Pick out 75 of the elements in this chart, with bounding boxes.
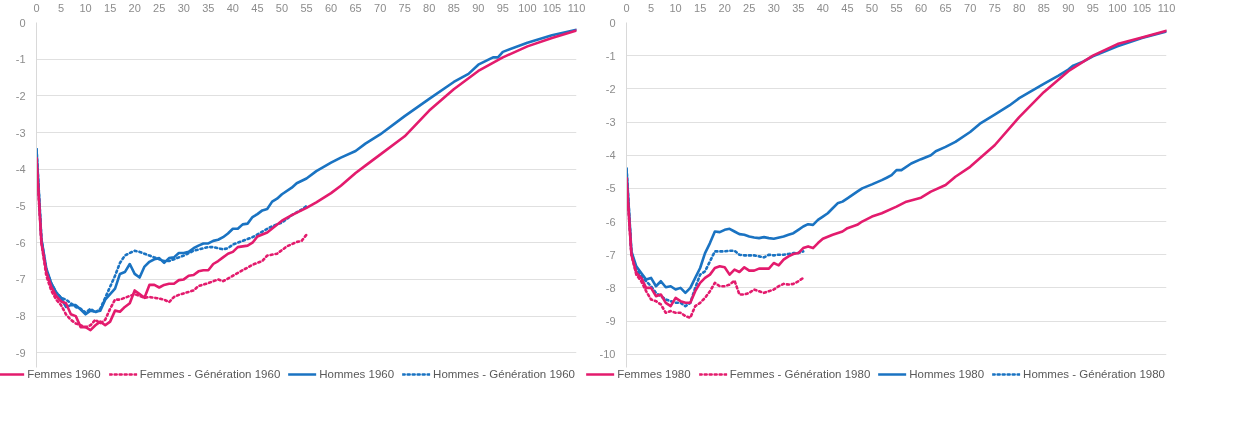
x-tick-label: 50 [275,1,289,14]
x-tick-label: 40 [816,1,829,14]
x-tick-label: 20 [128,1,141,14]
y-tick-label: 0 [609,16,616,29]
y-tick-label: -8 [605,281,616,294]
x-tick-label: 55 [300,1,313,14]
y-tick-label: -3 [605,116,616,129]
x-tick-label: 10 [79,1,92,14]
x-tick-label: 30 [177,1,190,14]
x-tick-label: 75 [988,1,1001,14]
x-tick-label: 70 [374,1,387,14]
y-tick-label: -5 [15,200,26,213]
x-tick-label: 80 [423,1,436,14]
y-tick-label: 0 [19,16,26,29]
y-tick-label: -1 [605,49,616,62]
x-tick-label: 5 [647,1,655,14]
x-tick-label: 45 [841,1,854,14]
x-tick-label: 65 [939,1,952,14]
y-tick-label: -7 [15,273,26,286]
x-tick-label: 105 [542,1,562,14]
y-tick-label: -7 [605,248,616,261]
x-tick-label: 105 [1132,1,1152,14]
x-tick-label: 95 [1086,1,1099,14]
x-tick-label: 20 [718,1,731,14]
x-tick-label: 75 [398,1,411,14]
x-tick-label: 60 [324,1,338,14]
x-tick-label: 35 [202,1,215,14]
y-tick-label: -1 [15,53,26,66]
x-tick-label: 60 [914,1,928,14]
x-tick-label: 70 [964,1,977,14]
legend-label: Hommes - Génération 1960 [433,368,575,380]
x-tick-label: 15 [694,1,707,14]
x-tick-label: 90 [1062,1,1075,14]
y-tick-label: -4 [605,149,616,162]
y-tick-label: -9 [605,315,616,328]
x-tick-label: 85 [1037,1,1050,14]
x-tick-label: 100 [518,1,537,14]
y-tick-label: -6 [15,236,26,249]
y-tick-label: -10 [599,348,616,361]
legend-label: Femmes - Génération 1960 [139,368,281,380]
x-tick-label: 65 [349,1,362,14]
x-tick-label: 10 [669,1,682,14]
y-tick-label: -8 [15,310,26,323]
y-tick-label: -9 [15,346,26,359]
legend-label: Hommes 1980 [909,368,985,380]
x-tick-label: 25 [153,1,166,14]
x-tick-label: 95 [496,1,509,14]
x-tick-label: 90 [472,1,485,14]
legend-label: Femmes - Génération 1980 [729,368,871,380]
y-tick-label: -3 [15,126,26,139]
x-tick-label: 110 [1157,1,1176,14]
x-tick-label: 40 [226,1,239,14]
x-tick-label: 110 [567,1,586,14]
x-tick-label: 50 [865,1,879,14]
legend-label: Hommes 1960 [319,368,395,380]
y-tick-label: -5 [605,182,616,195]
x-tick-label: 0 [33,1,40,14]
y-tick-label: -2 [605,82,616,95]
x-tick-label: 45 [251,1,264,14]
y-tick-label: -4 [15,163,26,176]
legend-label: Femmes 1980 [617,368,691,380]
x-tick-label: 30 [767,1,780,14]
x-tick-label: 0 [623,1,630,14]
y-tick-label: -2 [15,89,26,102]
x-tick-label: 100 [1108,1,1127,14]
x-tick-label: 55 [890,1,903,14]
x-tick-label: 25 [743,1,756,14]
y-tick-label: -6 [605,215,616,228]
x-tick-label: 5 [57,1,65,14]
legend-label: Hommes - Génération 1980 [1023,368,1165,380]
x-tick-label: 85 [447,1,460,14]
x-tick-label: 15 [104,1,117,14]
x-tick-label: 80 [1013,1,1026,14]
legend-label: Femmes 1960 [27,368,101,380]
x-tick-label: 35 [792,1,805,14]
